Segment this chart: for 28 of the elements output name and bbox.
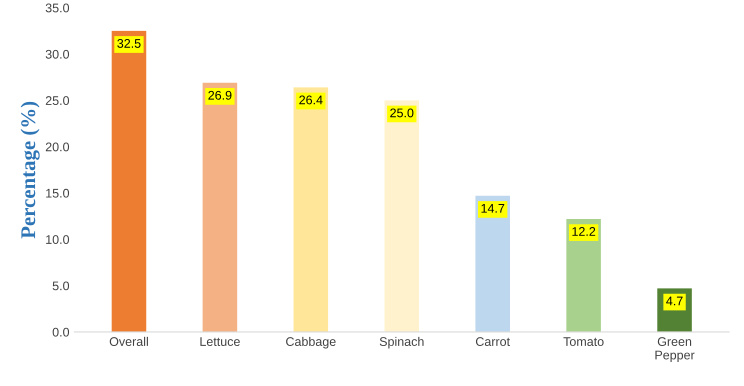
data-label: 25.0 — [390, 108, 414, 118]
y-tick-label: 5.0 — [52, 281, 70, 290]
data-label: 4.7 — [666, 296, 683, 306]
x-tick-label: Carrot — [476, 337, 510, 346]
x-tick-label: Spinach — [380, 336, 424, 348]
y-tick-label: 30.0 — [46, 50, 70, 59]
x-tick-label: Cabbage — [286, 336, 336, 348]
x-tick-label: Tomato — [563, 337, 604, 346]
data-label: 14.7 — [481, 204, 504, 213]
y-tick-label: 15.0 — [46, 188, 70, 198]
bar — [112, 30, 146, 332]
bar — [294, 87, 328, 332]
data-label: 32.5 — [117, 39, 141, 48]
x-tick-label: Green Pepper — [655, 337, 695, 362]
y-tick-label: 0.0 — [52, 328, 70, 337]
bar — [202, 82, 238, 332]
data-label: 12.2 — [572, 227, 596, 236]
data-label: 26.4 — [299, 96, 323, 104]
y-tick-label: 20.0 — [46, 142, 70, 152]
y-tick-label: 25.0 — [46, 96, 70, 106]
bar — [384, 100, 420, 332]
y-tick-label: 35.0 — [46, 4, 70, 12]
y-axis-title: Percentage (%) — [20, 102, 40, 238]
x-tick-label: Overall — [110, 336, 148, 346]
y-tick-label: 10.0 — [46, 235, 70, 244]
bar — [475, 196, 510, 332]
x-tick-label: Lettuce — [200, 337, 240, 346]
data-label: 26.9 — [208, 90, 232, 100]
